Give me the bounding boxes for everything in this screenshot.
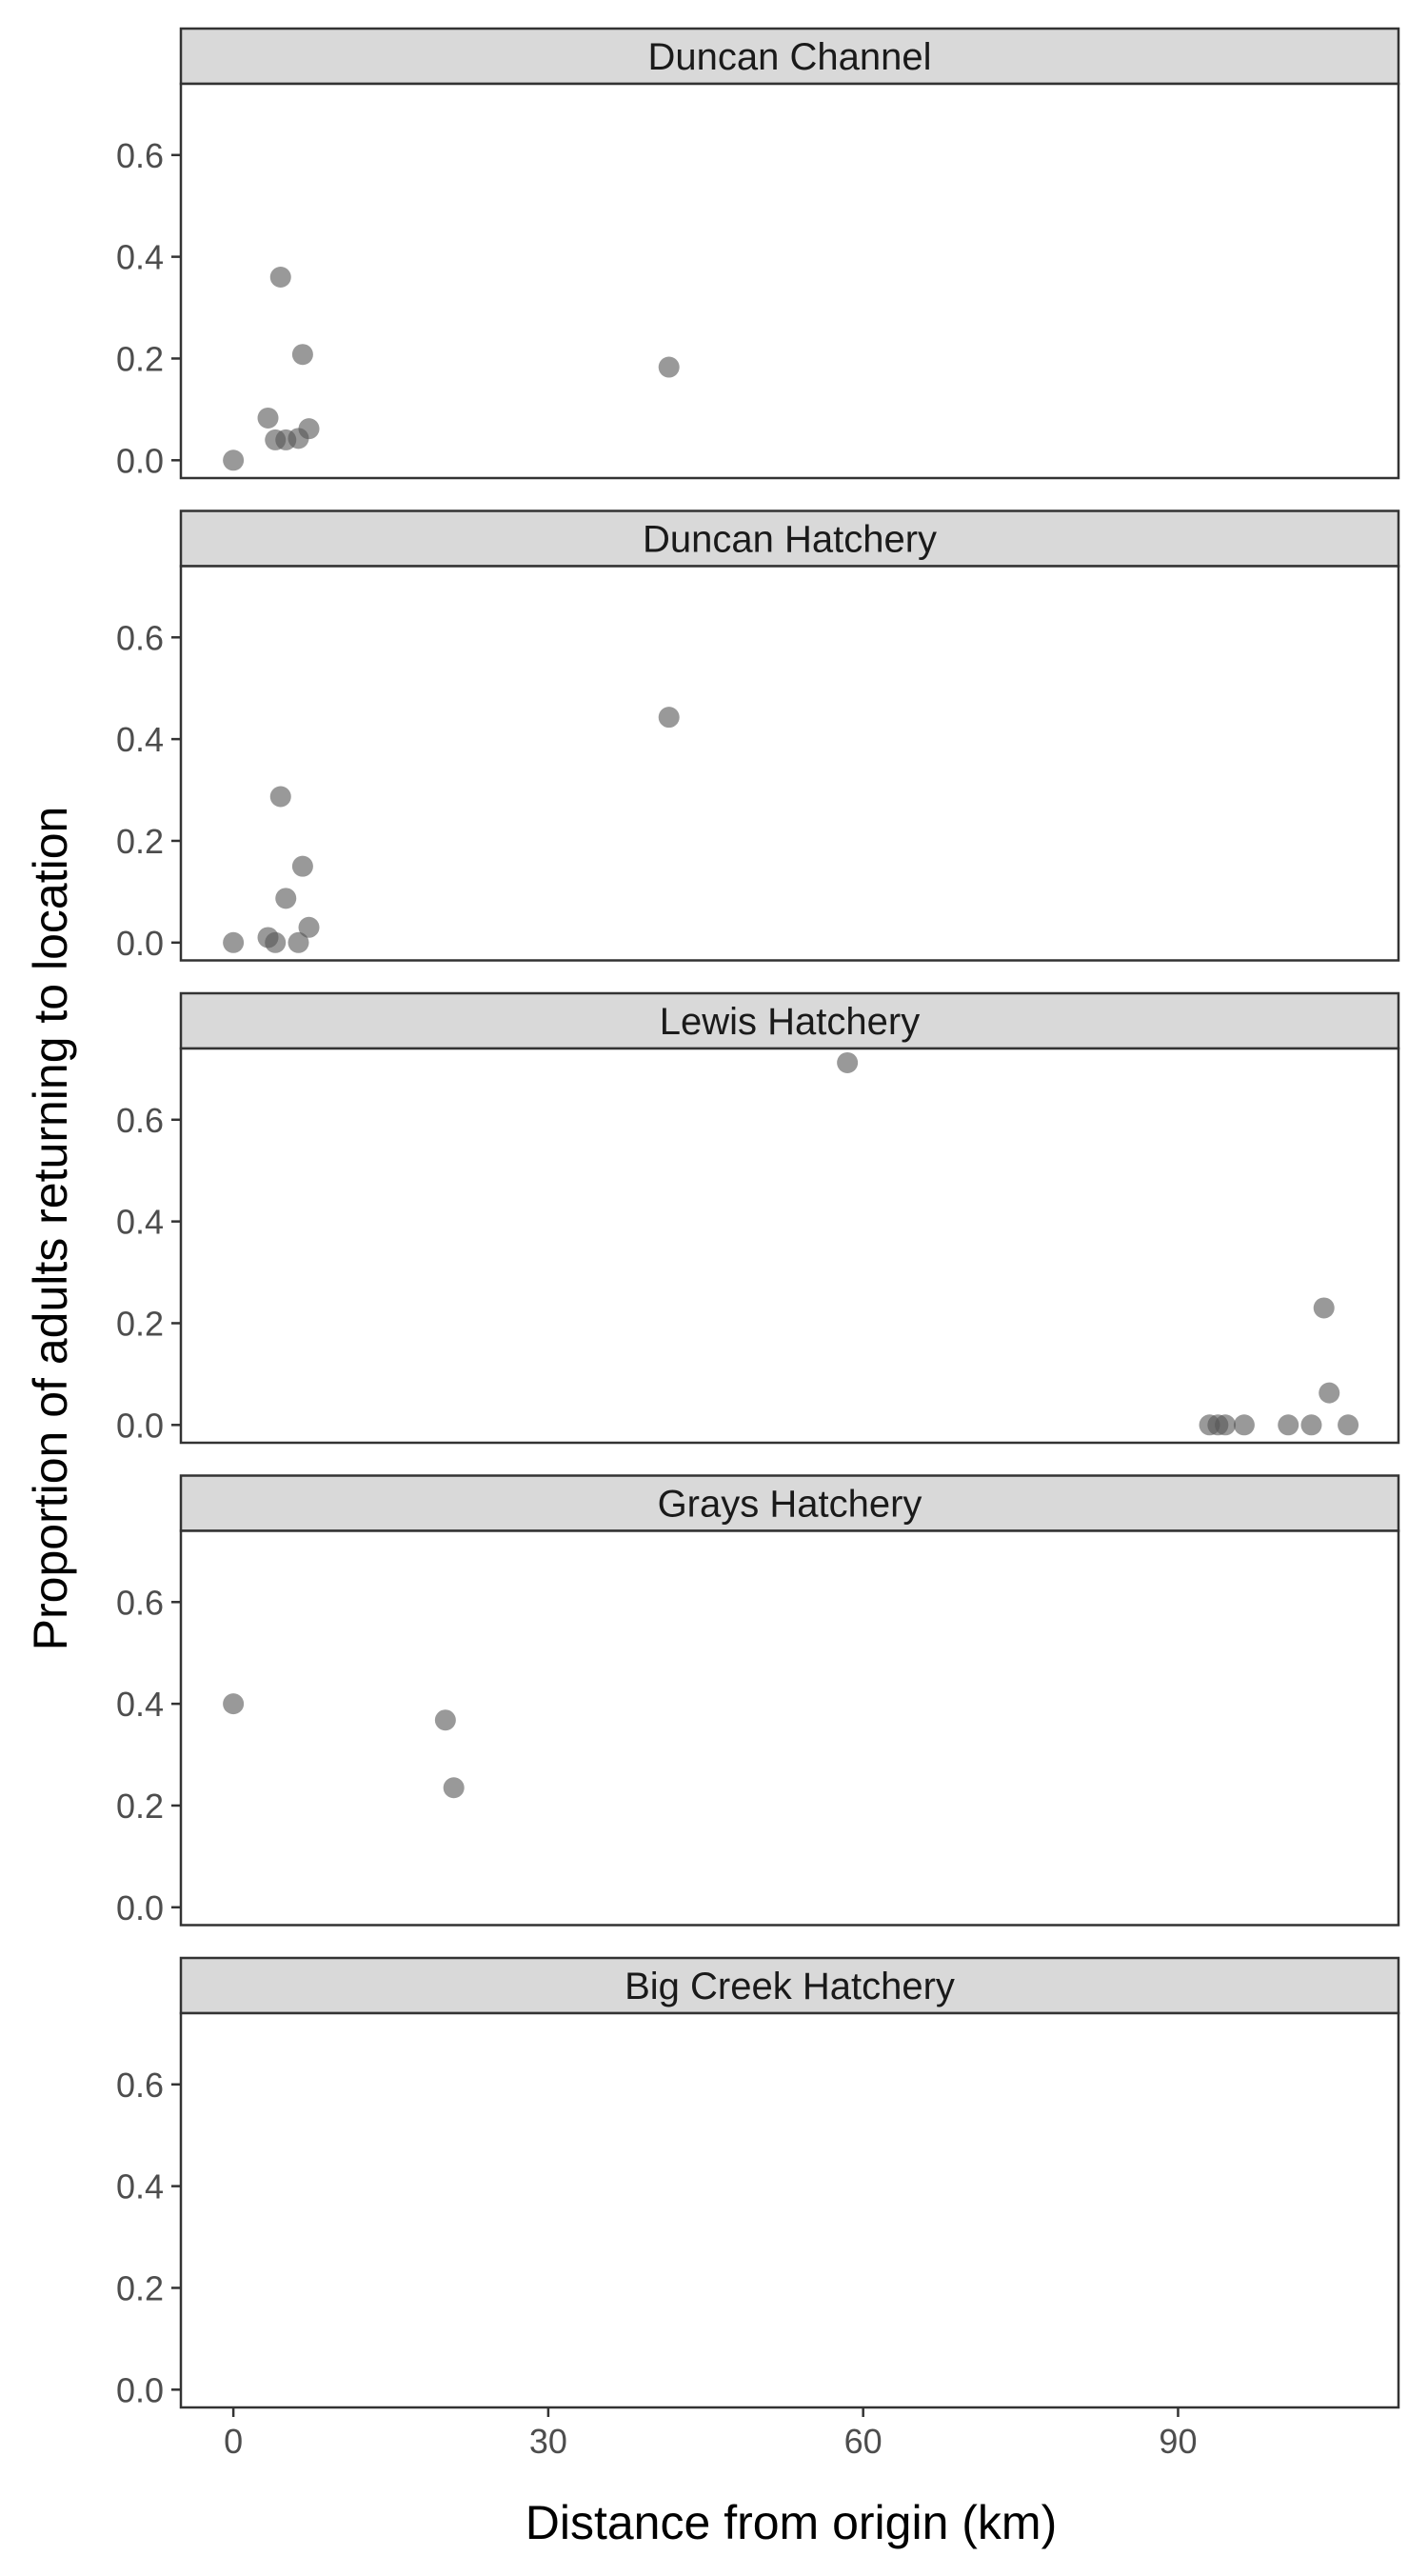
data-point xyxy=(1278,1414,1299,1436)
data-point xyxy=(298,916,320,938)
data-point xyxy=(223,1693,245,1715)
panel-frame xyxy=(179,2011,1400,2409)
facet-title: Big Creek Hatchery xyxy=(625,1966,955,2007)
data-point xyxy=(1338,1414,1359,1436)
y-tick-label: 0.6 xyxy=(116,618,164,657)
facet-panel: Big Creek Hatchery 0.0 0.2 0.4 0.6 xyxy=(116,1956,1400,2409)
data-point xyxy=(837,1051,859,1073)
x-axis-label: Distance from origin (km) xyxy=(526,2496,1057,2549)
panel-frame xyxy=(179,565,1400,962)
data-point xyxy=(1233,1414,1255,1436)
y-tick-label: 0.4 xyxy=(116,238,164,277)
data-point xyxy=(298,418,320,440)
facet-title: Grays Hatchery xyxy=(658,1484,922,1526)
data-point xyxy=(1215,1414,1237,1436)
y-tick-label: 0.2 xyxy=(116,822,164,861)
facet-strip xyxy=(179,1956,1400,2015)
data-point xyxy=(658,356,680,378)
panel-frame xyxy=(179,1529,1400,1927)
y-tick-label: 0.2 xyxy=(116,1304,164,1343)
data-point xyxy=(223,931,245,953)
facet-strip xyxy=(179,991,1400,1050)
y-tick-label: 0.6 xyxy=(116,1583,164,1622)
facet-title: Lewis Hatchery xyxy=(660,1001,920,1043)
data-point xyxy=(1300,1414,1322,1436)
y-tick-label: 0.0 xyxy=(116,1888,164,1927)
data-point xyxy=(443,1777,465,1799)
y-tick-label: 0.2 xyxy=(116,2268,164,2307)
data-point xyxy=(265,931,287,953)
data-point xyxy=(288,931,309,953)
y-tick-label: 0.0 xyxy=(116,2370,164,2409)
y-tick-label: 0.4 xyxy=(116,2167,164,2207)
facet-panel: Duncan Channel 0.0 0.2 0.4 0.6 xyxy=(116,27,1400,480)
x-tick-label: 90 xyxy=(1159,2422,1197,2461)
y-tick-label: 0.6 xyxy=(116,1101,164,1140)
data-point xyxy=(291,344,313,366)
data-point xyxy=(1313,1297,1335,1319)
y-tick-label: 0.4 xyxy=(116,1685,164,1724)
data-point xyxy=(658,707,680,729)
panel-frame xyxy=(179,1047,1400,1445)
data-point xyxy=(291,855,313,877)
y-tick-label: 0.2 xyxy=(116,339,164,378)
data-point xyxy=(269,786,291,808)
facet-panel: Grays Hatchery 0.0 0.2 0.4 0.6 xyxy=(116,1474,1400,1927)
y-tick-label: 0.4 xyxy=(116,720,164,759)
data-point xyxy=(1319,1382,1340,1404)
data-point xyxy=(269,266,291,288)
facet-panel: Lewis Hatchery 0.0 0.2 0.4 0.6 xyxy=(116,991,1400,1445)
y-axis-label: Proportion of adults returning to locati… xyxy=(24,807,77,1651)
facet-title: Duncan Hatchery xyxy=(643,519,937,561)
x-tick-label: 60 xyxy=(844,2422,883,2461)
data-point xyxy=(223,449,245,471)
x-tick-label: 0 xyxy=(224,2422,243,2461)
x-tick-label: 30 xyxy=(529,2422,567,2461)
data-point xyxy=(257,407,279,429)
facet-strip xyxy=(179,27,1400,86)
y-tick-label: 0.6 xyxy=(116,136,164,175)
data-point xyxy=(434,1709,456,1731)
y-tick-label: 0.0 xyxy=(116,1406,164,1445)
y-tick-label: 0.6 xyxy=(116,2066,164,2105)
y-tick-label: 0.0 xyxy=(116,441,164,480)
facet-panel: Duncan Hatchery 0.0 0.2 0.4 0.6 xyxy=(116,509,1400,963)
y-tick-label: 0.2 xyxy=(116,1787,164,1826)
facet-title: Duncan Channel xyxy=(648,36,932,78)
panel-frame xyxy=(179,82,1400,480)
y-tick-label: 0.4 xyxy=(116,1203,164,1242)
y-tick-label: 0.0 xyxy=(116,924,164,963)
data-point xyxy=(275,888,297,909)
